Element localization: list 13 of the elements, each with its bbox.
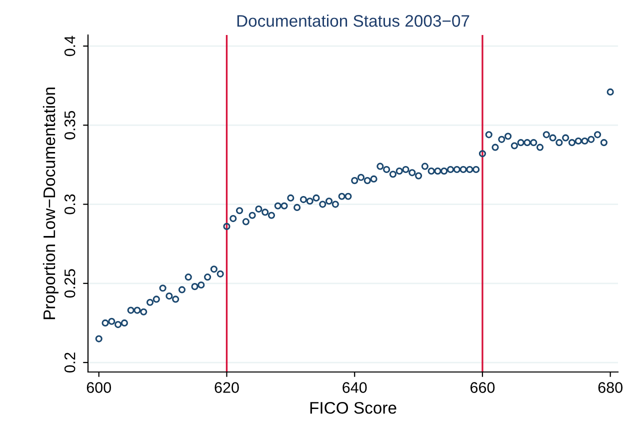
x-tick-label: 620: [214, 382, 239, 393]
chart-title: Documentation Status 2003−07: [237, 14, 470, 27]
y-axis-title: Proportion Low−Documentation: [42, 88, 58, 320]
y-tick-label: 0.4: [64, 36, 76, 56]
y-tick-label: 0.25: [64, 269, 76, 298]
x-tick-label: 600: [86, 382, 112, 393]
y-tick-label: 0.3: [64, 194, 76, 214]
y-tick-label: 0.35: [64, 110, 76, 140]
x-tick-label: 680: [598, 382, 622, 393]
y-tick-label: 0.2: [64, 352, 76, 373]
x-axis-title: FICO Score: [310, 402, 396, 414]
x-tick-label: 660: [470, 382, 495, 393]
x-tick-label: 640: [342, 382, 367, 393]
